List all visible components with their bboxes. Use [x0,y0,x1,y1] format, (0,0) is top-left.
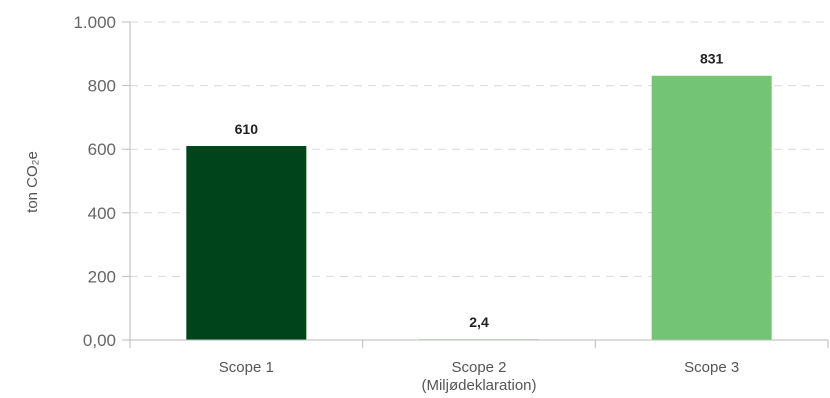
bar-1 [186,146,307,340]
y-axis-ticks: 0,00 200 400 600 800 1.000 [73,13,130,350]
x-tick-label: (Miljødeklaration) [421,377,536,394]
x-tick-label: Scope 3 [684,359,739,376]
bar-3 [651,75,772,340]
y-tick-label: 0,00 [83,331,116,350]
y-axis-title: ton CO₂e [24,151,41,213]
data-label: 2,4 [469,314,489,330]
data-label: 831 [700,51,724,67]
x-axis: Scope 1 Scope 2(Miljødeklaration) Scope 3 [129,22,829,394]
y-tick-label: 400 [88,204,116,223]
bars [186,75,772,340]
data-labels: 610 2,4 831 [235,51,724,330]
y-tick-label: 200 [88,267,116,286]
y-tick-label: 1.000 [73,13,116,32]
data-label: 610 [235,121,259,137]
x-tick-label: Scope 2 [451,359,506,376]
x-tick-label: Scope 1 [219,359,274,376]
y-tick-label: 800 [88,77,116,96]
y-tick-label: 600 [88,140,116,159]
